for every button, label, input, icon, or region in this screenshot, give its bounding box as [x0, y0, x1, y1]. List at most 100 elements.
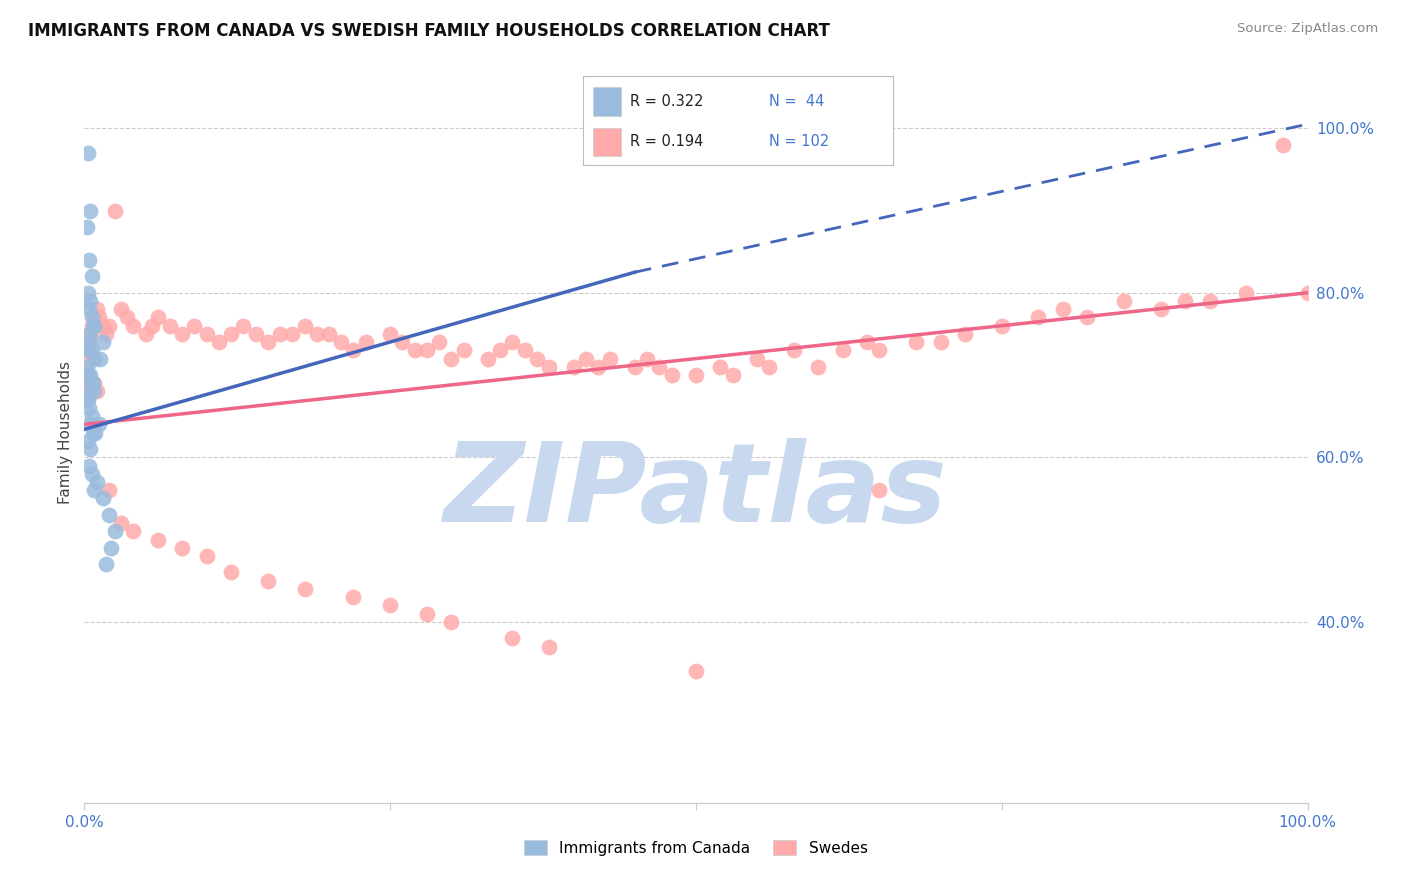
Point — [685, 664, 707, 678]
Point — [721, 368, 744, 382]
Point — [869, 343, 891, 358]
Point — [80, 318, 103, 333]
Point — [83, 351, 105, 366]
Point — [1052, 302, 1074, 317]
Point — [89, 351, 111, 366]
Point — [91, 491, 114, 506]
Point — [82, 318, 104, 333]
Point — [709, 359, 731, 374]
Point — [87, 417, 110, 432]
Point — [100, 541, 122, 555]
Text: IMMIGRANTS FROM CANADA VS SWEDISH FAMILY HOUSEHOLDS CORRELATION CHART: IMMIGRANTS FROM CANADA VS SWEDISH FAMILY… — [28, 22, 830, 40]
Text: N =  44: N = 44 — [769, 95, 824, 109]
Point — [502, 632, 524, 646]
Point — [538, 640, 561, 654]
Point — [135, 326, 157, 341]
Point — [1174, 293, 1197, 308]
Point — [77, 252, 100, 267]
Point — [87, 310, 110, 325]
Point — [76, 368, 98, 382]
Point — [96, 326, 118, 341]
Point — [294, 582, 316, 596]
Point — [82, 425, 104, 440]
Point — [586, 359, 609, 374]
Point — [380, 326, 402, 341]
Point — [1028, 310, 1050, 325]
Text: R = 0.194: R = 0.194 — [630, 135, 703, 149]
Point — [77, 335, 100, 350]
Text: N = 102: N = 102 — [769, 135, 830, 149]
Point — [305, 326, 328, 341]
Point — [80, 467, 103, 481]
Point — [661, 368, 683, 382]
Point — [538, 359, 561, 374]
Point — [1296, 285, 1319, 300]
Point — [953, 326, 976, 341]
Point — [97, 318, 120, 333]
Point — [77, 434, 100, 448]
Point — [83, 310, 105, 325]
Point — [172, 326, 194, 341]
Y-axis label: Family Households: Family Households — [58, 361, 73, 504]
Point — [122, 318, 145, 333]
Point — [219, 566, 242, 580]
Point — [342, 590, 364, 604]
Point — [80, 376, 103, 391]
Point — [869, 483, 891, 498]
Bar — [593, 128, 620, 156]
Point — [783, 343, 806, 358]
Point — [747, 351, 769, 366]
Point — [991, 318, 1014, 333]
Point — [86, 384, 108, 399]
Point — [77, 401, 100, 415]
Point — [83, 318, 105, 333]
Point — [86, 302, 108, 317]
Point — [513, 343, 536, 358]
Point — [159, 318, 181, 333]
Point — [83, 384, 105, 399]
Point — [110, 516, 132, 530]
Point — [77, 285, 100, 300]
Point — [1114, 293, 1136, 308]
Point — [77, 384, 100, 399]
Point — [195, 326, 218, 341]
Point — [318, 326, 340, 341]
Point — [477, 351, 499, 366]
Point — [97, 508, 120, 522]
Point — [84, 425, 107, 440]
Point — [104, 203, 127, 218]
Point — [86, 475, 108, 489]
Point — [79, 203, 101, 218]
Point — [79, 368, 101, 382]
Point — [354, 335, 377, 350]
Point — [80, 269, 103, 284]
Point — [91, 335, 114, 350]
Point — [79, 384, 101, 399]
Point — [929, 335, 952, 350]
Point — [1236, 285, 1258, 300]
Point — [79, 417, 101, 432]
Point — [77, 343, 100, 358]
Point — [807, 359, 830, 374]
Text: Source: ZipAtlas.com: Source: ZipAtlas.com — [1237, 22, 1378, 36]
Point — [427, 335, 450, 350]
Point — [440, 615, 463, 629]
Point — [77, 343, 100, 358]
Point — [76, 359, 98, 374]
Point — [562, 359, 585, 374]
Point — [122, 524, 145, 539]
Point — [80, 409, 103, 424]
Point — [97, 483, 120, 498]
Point — [831, 343, 853, 358]
Point — [294, 318, 316, 333]
Point — [195, 549, 218, 563]
Point — [502, 335, 524, 350]
Point — [82, 376, 104, 391]
Point — [76, 219, 98, 234]
Point — [91, 318, 114, 333]
Point — [83, 483, 105, 498]
Point — [281, 326, 304, 341]
Point — [257, 335, 280, 350]
Point — [79, 293, 101, 308]
Point — [599, 351, 621, 366]
